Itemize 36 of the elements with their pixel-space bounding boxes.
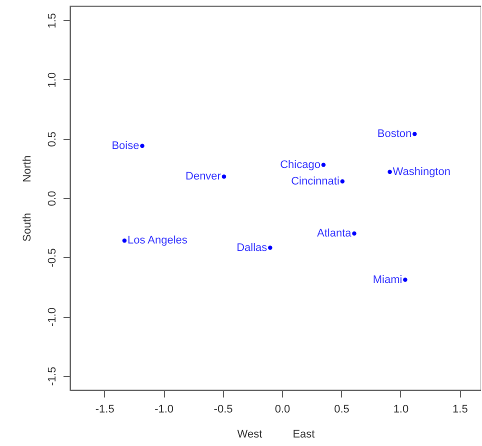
annotation: Miami (372, 274, 402, 286)
point (403, 278, 408, 282)
point (222, 174, 226, 179)
x-tick-label: 0.5 (334, 404, 350, 416)
annotation: Washington (392, 166, 450, 178)
point (412, 132, 417, 136)
x-tick-label: 0.0 (274, 404, 290, 416)
x-tick-label: 1.5 (452, 404, 468, 416)
annotation: Boise (112, 140, 140, 152)
y-tick-label: 0.5 (46, 132, 58, 147)
annotation: Chicago (280, 158, 320, 171)
point (321, 162, 326, 167)
y-axis-title: South North (22, 155, 34, 242)
point (388, 170, 392, 174)
annotation: Los Angeles (127, 234, 188, 247)
x-tick-label: -0.5 (214, 404, 233, 416)
y-tick-label: 1.5 (46, 13, 58, 28)
annotation: Dallas (236, 242, 268, 254)
y-tick-label: -0.5 (46, 248, 58, 268)
point (352, 231, 356, 236)
point (140, 144, 144, 148)
point (122, 238, 127, 243)
annotation: Denver (186, 170, 222, 183)
x-tick-label: -1.0 (154, 404, 174, 416)
x-tick-label: -1.5 (95, 404, 114, 416)
annotation: Cincinnati (291, 175, 340, 188)
annotation: Atlanta (317, 228, 352, 240)
point (268, 246, 272, 250)
y-tick-label: -1.5 (46, 366, 58, 386)
y-tick-label: -1.0 (46, 308, 58, 327)
x-tick-label: 1.0 (393, 404, 409, 416)
y-tick-label: 1.0 (46, 72, 58, 88)
annotation: Boston (377, 128, 412, 140)
x-axis-title: West East (237, 428, 315, 440)
point (340, 179, 345, 184)
y-tick-label: 0.0 (46, 190, 58, 206)
